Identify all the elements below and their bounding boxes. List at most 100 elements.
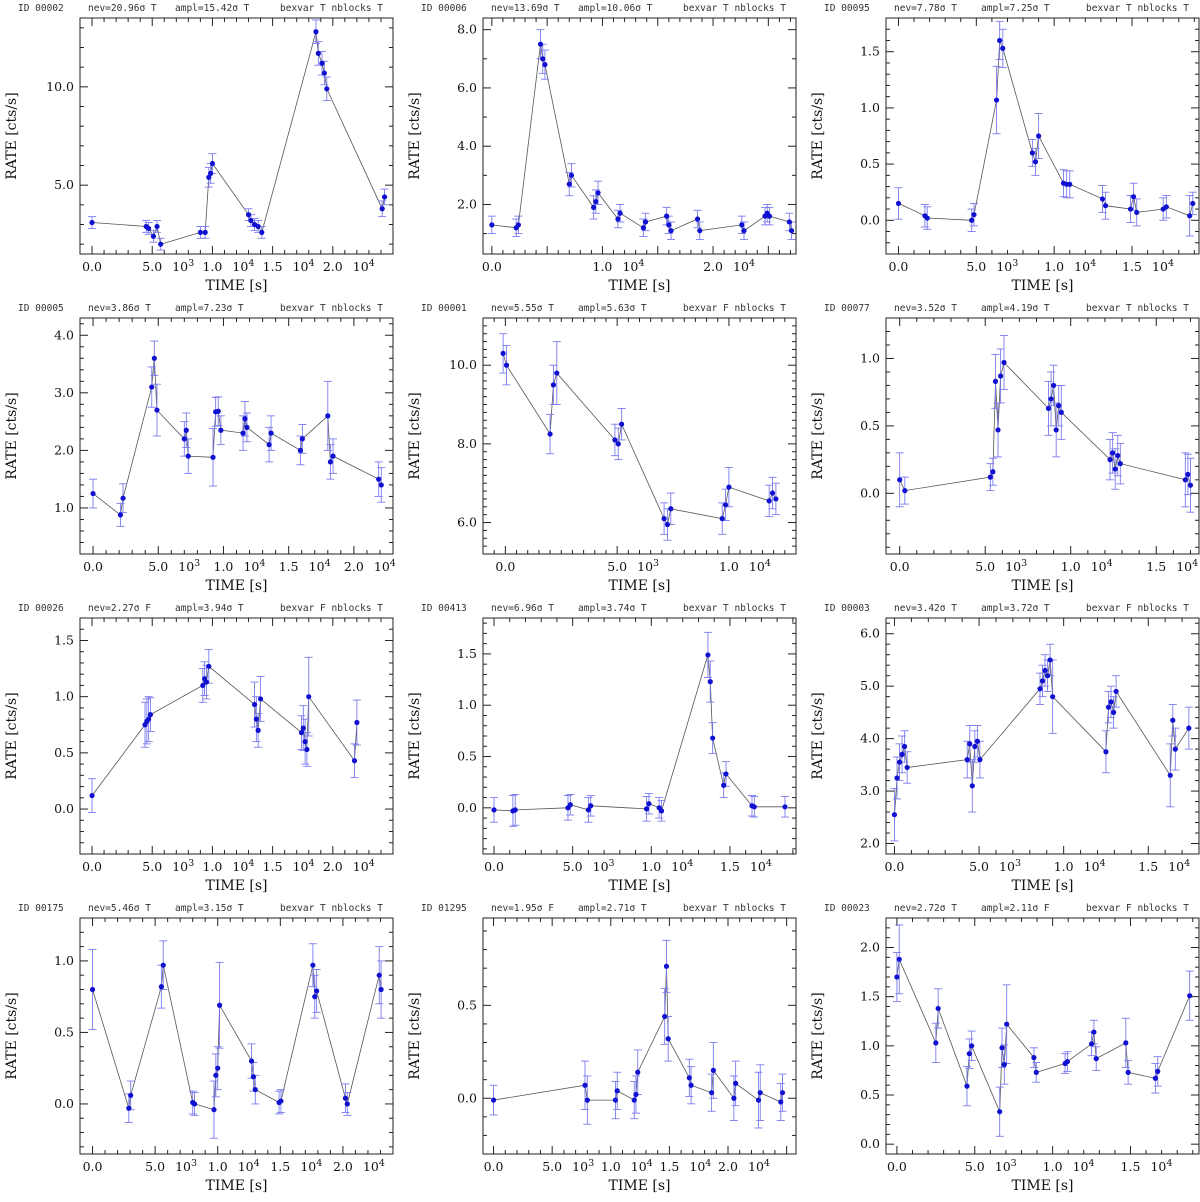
- data-point: [324, 86, 330, 92]
- y-axis-title: RATE [cts/s]: [407, 92, 423, 179]
- x-exponent-value: 3: [1015, 858, 1021, 869]
- data-point: [617, 210, 623, 216]
- amplitude-significance-label: ampl=3.74σ T: [578, 603, 647, 614]
- data-point: [218, 427, 224, 433]
- data-point: [537, 41, 544, 47]
- light-curve-panel: ID 00077 nev=3.52σ T ampl=4.19σ T bexvar T …: [806, 300, 1200, 600]
- y-tick-label: 1.5: [54, 632, 74, 647]
- data-point: [257, 696, 264, 702]
- x-exponent-value: 4: [1192, 558, 1198, 569]
- data-point: [997, 373, 1004, 379]
- data-point: [969, 783, 975, 789]
- bexvar-flags-label: bexvar T nblocks T: [280, 3, 383, 14]
- y-axis-title: RATE [cts/s]: [810, 392, 826, 479]
- x-tick-exponent: 104: [1074, 258, 1096, 274]
- x-tick-exponent: 104: [232, 858, 254, 874]
- bexvar-flags-label: bexvar F nblocks T: [1086, 603, 1189, 614]
- data-point: [902, 488, 908, 494]
- x-tick-exponent: 104: [1168, 858, 1190, 874]
- x-exponent-value: 4: [259, 558, 265, 569]
- nev-significance-label: nev=13.69σ T: [491, 3, 560, 14]
- light-curve-chart: ID 00077 nev=3.52σ T ampl=4.19σ T bexvar T …: [810, 303, 1200, 594]
- data-point: [585, 807, 591, 813]
- y-tick-label: 10.0: [46, 79, 74, 94]
- data-point: [1127, 206, 1134, 212]
- x-axis-title: TIME [s]: [1012, 578, 1074, 594]
- x-tick-exponent: 103: [175, 1158, 197, 1174]
- data-point: [1102, 203, 1109, 209]
- light-curve-panel: ID 00003 nev=3.42σ T ampl=3.72σ T bexvar F …: [806, 600, 1200, 900]
- light-curve-chart: ID 00006 nev=13.69σ T ampl=10.06σ T bexvar …: [407, 3, 797, 294]
- data-point: [378, 482, 384, 488]
- x-exponent-value: 4: [705, 1158, 711, 1169]
- data-point: [710, 735, 716, 741]
- y-axis-title: RATE [cts/s]: [4, 92, 20, 179]
- data-point: [997, 37, 1003, 44]
- x-tick-exponent: 104: [749, 558, 771, 574]
- data-point: [567, 802, 573, 808]
- data-point: [259, 229, 265, 235]
- y-tick-label: 0.5: [860, 1087, 880, 1102]
- y-tick-label: 5.0: [860, 678, 880, 693]
- light-curve-chart: ID 00005 nev=3.86σ T ampl=7.23σ T bexvar T …: [4, 303, 396, 594]
- plot-frame: [482, 917, 797, 1155]
- y-tick-label: 0.0: [54, 1096, 74, 1111]
- x-tick-exponent: 104: [309, 558, 331, 574]
- data-point: [584, 1097, 590, 1103]
- x-axis-title: TIME [s]: [1012, 1178, 1074, 1194]
- data-point: [90, 490, 96, 497]
- data-point: [1051, 382, 1057, 389]
- data-point: [376, 972, 382, 978]
- data-point: [253, 716, 259, 722]
- data-point: [1036, 133, 1042, 139]
- data-point: [755, 1097, 762, 1103]
- y-tick-label: 1.5: [860, 44, 880, 59]
- data-point: [664, 521, 671, 528]
- plot-frame: [79, 17, 394, 255]
- data-point: [489, 222, 495, 228]
- data-point: [1187, 482, 1194, 488]
- y-tick-label: 4.0: [860, 731, 880, 746]
- data-point: [1001, 359, 1007, 366]
- data-point: [710, 1067, 716, 1073]
- data-point: [191, 1101, 198, 1107]
- data-point: [741, 228, 747, 234]
- data-point: [924, 215, 930, 221]
- data-point: [995, 427, 1001, 433]
- amplitude-significance-label: ampl=5.63σ T: [578, 303, 647, 314]
- x-tick-exponent: 104: [631, 1158, 653, 1174]
- light-curve-line: [493, 654, 785, 812]
- plot-frame: [885, 17, 1200, 255]
- data-point: [595, 190, 601, 196]
- data-point: [773, 496, 779, 502]
- data-point: [117, 512, 124, 518]
- light-curve-line: [491, 44, 792, 232]
- data-point: [643, 806, 650, 812]
- data-point: [1155, 1068, 1161, 1074]
- x-exponent-value: 4: [309, 858, 315, 869]
- data-point: [547, 431, 553, 437]
- data-point: [566, 181, 572, 187]
- light-curve-panel: ID 00095 nev=7.78σ T ampl=7.25σ T bexvar T …: [806, 0, 1200, 300]
- y-tick-label: 2.0: [457, 196, 477, 211]
- x-tick-exponent: 104: [1176, 558, 1198, 574]
- data-point: [146, 225, 152, 232]
- y-tick-label: 1.0: [860, 350, 880, 365]
- x-tick-label: 5.0: [607, 559, 627, 574]
- data-point: [1186, 725, 1192, 731]
- data-point: [255, 727, 261, 733]
- data-point: [588, 803, 594, 809]
- y-tick-label: 1.0: [457, 697, 477, 712]
- x-exponent-value: 4: [309, 258, 315, 269]
- nev-significance-label: nev=3.42σ T: [894, 603, 957, 614]
- y-tick-label: 0.0: [457, 1090, 477, 1105]
- data-point: [972, 743, 978, 750]
- x-tick-label: 2.0: [703, 259, 723, 274]
- x-exponent-value: 4: [1089, 1158, 1095, 1169]
- data-point: [300, 725, 306, 731]
- source-id-label: ID 00023: [824, 903, 870, 914]
- data-point: [250, 1074, 257, 1080]
- x-tick-exponent: 104: [293, 858, 315, 874]
- x-tick-exponent: 103: [178, 558, 200, 574]
- light-curve-chart: ID 01295 nev=1.95σ F ampl=2.71σ T bexvar T …: [407, 903, 797, 1194]
